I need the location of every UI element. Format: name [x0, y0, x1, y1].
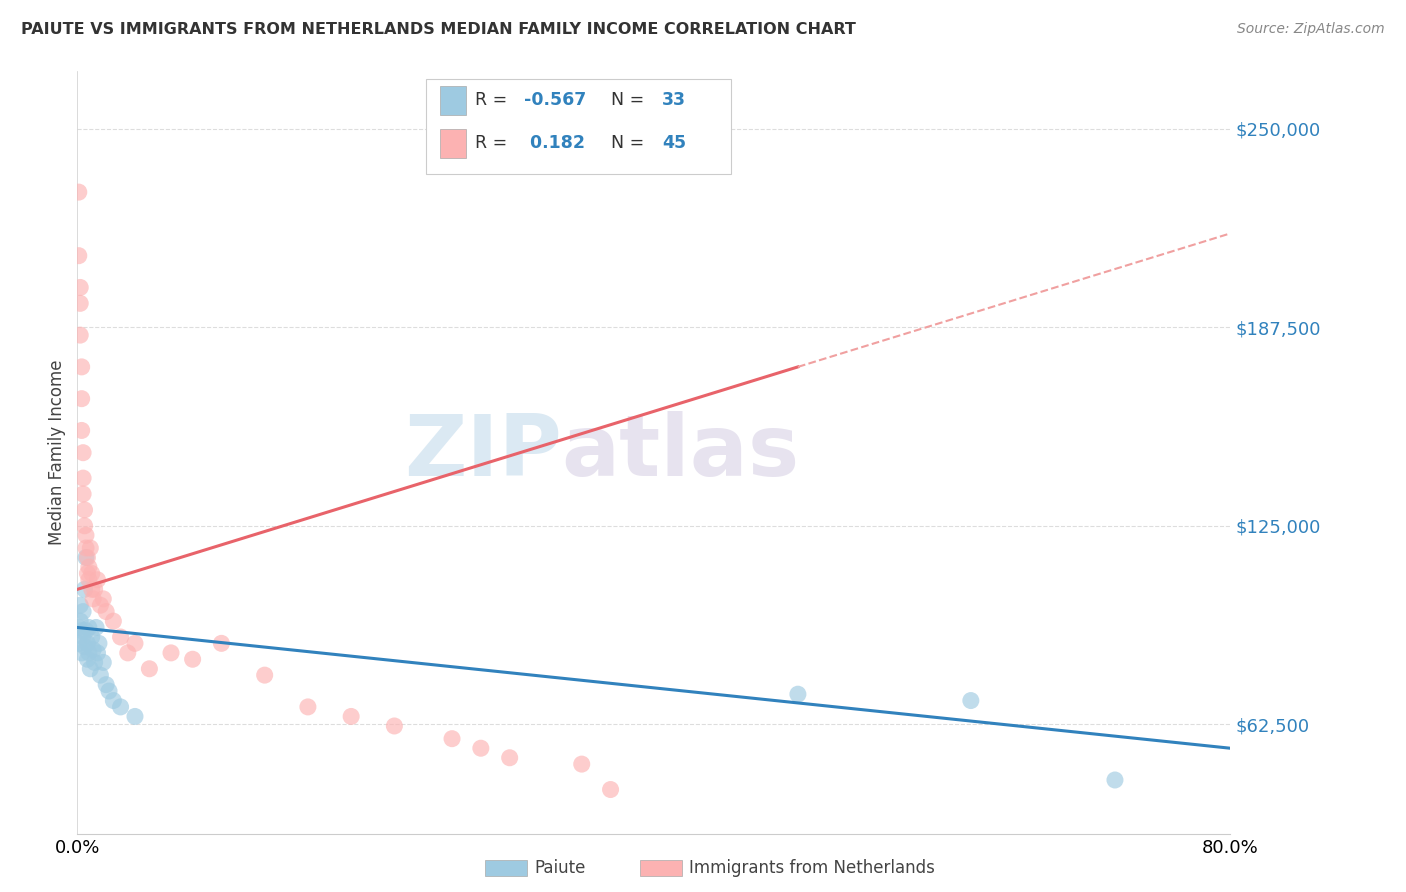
- Point: [91, 656, 114, 670]
- Point: [77, 573, 100, 587]
- Point: [103, 614, 125, 628]
- Point: [69, 614, 91, 628]
- Point: [79, 541, 101, 555]
- Point: [441, 731, 464, 746]
- Point: [72, 471, 94, 485]
- Text: Immigrants from Netherlands: Immigrants from Netherlands: [689, 859, 935, 877]
- Point: [69, 328, 91, 343]
- Text: -0.567: -0.567: [523, 91, 586, 110]
- Point: [67, 249, 90, 263]
- Point: [499, 750, 522, 764]
- Point: [82, 591, 104, 606]
- Text: Source: ZipAtlas.com: Source: ZipAtlas.com: [1237, 22, 1385, 37]
- Point: [124, 636, 146, 650]
- Point: [82, 642, 104, 657]
- Point: [297, 699, 319, 714]
- Text: Paiute: Paiute: [534, 859, 586, 877]
- Point: [75, 528, 97, 542]
- Point: [76, 652, 98, 666]
- Point: [160, 646, 183, 660]
- Point: [70, 359, 93, 374]
- Point: [103, 693, 125, 707]
- Point: [1104, 772, 1126, 787]
- Point: [84, 620, 107, 634]
- Point: [83, 656, 105, 670]
- Point: [76, 636, 98, 650]
- Y-axis label: Median Family Income: Median Family Income: [48, 360, 66, 545]
- Point: [599, 782, 621, 797]
- Point: [70, 646, 93, 660]
- Point: [67, 620, 90, 634]
- Point: [138, 662, 160, 676]
- Point: [96, 678, 118, 692]
- Point: [70, 624, 93, 638]
- Point: [67, 185, 90, 199]
- Point: [89, 668, 111, 682]
- Point: [67, 636, 90, 650]
- Point: [72, 487, 94, 501]
- Point: [77, 620, 100, 634]
- Point: [86, 646, 108, 660]
- Point: [124, 709, 146, 723]
- Point: [75, 550, 97, 565]
- Point: [72, 605, 94, 619]
- Point: [117, 646, 139, 660]
- Point: [80, 566, 103, 581]
- Text: N =: N =: [612, 91, 650, 110]
- Point: [340, 709, 363, 723]
- Point: [72, 630, 94, 644]
- Point: [83, 582, 105, 597]
- Point: [110, 699, 132, 714]
- Text: PAIUTE VS IMMIGRANTS FROM NETHERLANDS MEDIAN FAMILY INCOME CORRELATION CHART: PAIUTE VS IMMIGRANTS FROM NETHERLANDS ME…: [21, 22, 856, 37]
- Point: [787, 687, 810, 701]
- Text: 45: 45: [662, 134, 686, 152]
- Point: [211, 636, 233, 650]
- Text: 0.182: 0.182: [523, 134, 585, 152]
- Point: [69, 280, 91, 294]
- Point: [98, 684, 121, 698]
- Point: [76, 566, 98, 581]
- Point: [75, 541, 97, 555]
- Point: [69, 598, 91, 612]
- Point: [89, 598, 111, 612]
- Point: [80, 582, 103, 597]
- Point: [79, 662, 101, 676]
- Point: [253, 668, 276, 682]
- Text: ZIP: ZIP: [404, 411, 561, 494]
- Text: 33: 33: [662, 91, 686, 110]
- Point: [73, 640, 96, 654]
- Point: [960, 693, 983, 707]
- Bar: [440, 128, 465, 158]
- Point: [73, 503, 96, 517]
- Point: [73, 518, 96, 533]
- Point: [72, 445, 94, 460]
- Point: [73, 582, 96, 597]
- Point: [86, 573, 108, 587]
- Point: [70, 392, 93, 406]
- Point: [181, 652, 204, 666]
- Bar: [440, 86, 465, 115]
- Point: [76, 550, 98, 565]
- Point: [87, 636, 110, 650]
- Point: [75, 624, 97, 638]
- Text: R =: R =: [475, 91, 513, 110]
- FancyBboxPatch shape: [426, 79, 731, 174]
- Point: [91, 591, 114, 606]
- Text: R =: R =: [475, 134, 513, 152]
- Point: [571, 757, 593, 772]
- Point: [77, 560, 100, 574]
- Text: atlas: atlas: [561, 411, 800, 494]
- Point: [470, 741, 492, 756]
- Point: [70, 424, 93, 438]
- Point: [77, 646, 100, 660]
- Point: [96, 605, 118, 619]
- Text: N =: N =: [612, 134, 650, 152]
- Point: [80, 630, 103, 644]
- Point: [382, 719, 406, 733]
- Point: [69, 296, 91, 310]
- Point: [110, 630, 132, 644]
